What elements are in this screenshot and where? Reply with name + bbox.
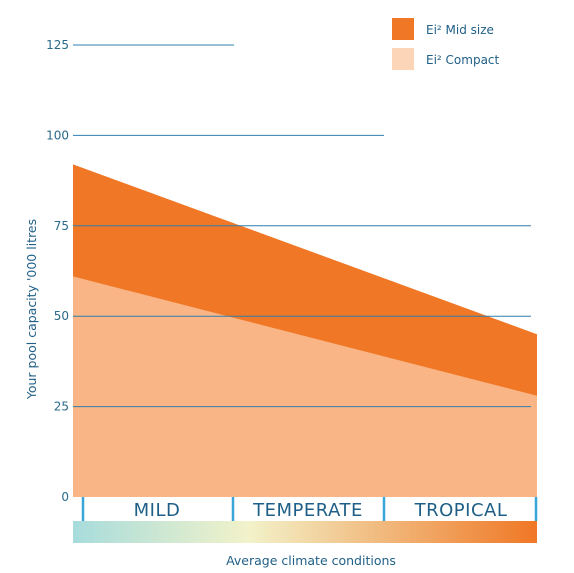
legend-swatch-mid-size	[392, 18, 414, 40]
zone-label-tropical: TROPICAL	[414, 500, 508, 521]
y-tick-label-125: 125	[46, 38, 69, 52]
gridlines	[73, 44, 531, 408]
y-tick-labels: 0 25 50 75 100 125	[46, 38, 69, 504]
y-axis-title: Your pool capacity '000 litres	[24, 219, 39, 400]
y-tick-label-75: 75	[54, 219, 69, 233]
zones-background	[80, 497, 537, 521]
legend-swatch-compact	[392, 48, 414, 70]
area-compact	[73, 276, 537, 497]
climate-gradient-bar	[73, 521, 537, 543]
legend: Ei² Mid size Ei² Compact	[392, 18, 500, 70]
zone-label-temperate: TEMPERATE	[252, 500, 363, 521]
zone-label-mild: MILD	[134, 500, 181, 521]
legend-label-compact: Ei² Compact	[426, 53, 500, 67]
y-tick-label-25: 25	[54, 400, 69, 414]
area-series	[73, 164, 537, 497]
y-tick-label-100: 100	[46, 128, 69, 142]
climate-zones: MILD TEMPERATE TROPICAL	[80, 497, 538, 521]
y-tick-label-0: 0	[61, 490, 69, 504]
y-tick-label-50: 50	[54, 309, 69, 323]
legend-label-mid-size: Ei² Mid size	[426, 23, 494, 37]
x-axis-title: Average climate conditions	[226, 553, 396, 568]
